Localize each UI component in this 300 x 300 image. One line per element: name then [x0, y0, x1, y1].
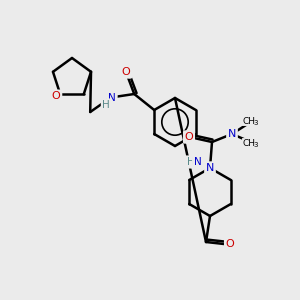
Text: CH: CH	[242, 139, 256, 148]
Text: 3: 3	[254, 120, 258, 126]
Text: CH: CH	[242, 116, 256, 125]
Text: H: H	[102, 100, 110, 110]
Text: O: O	[122, 67, 130, 77]
Text: O: O	[52, 91, 61, 101]
Text: O: O	[226, 239, 234, 249]
Text: N: N	[108, 93, 116, 103]
Text: N: N	[206, 163, 214, 173]
Text: N: N	[228, 129, 236, 139]
Text: H: H	[187, 157, 194, 167]
Text: O: O	[184, 132, 194, 142]
Text: 3: 3	[254, 142, 258, 148]
Text: N: N	[194, 157, 201, 167]
